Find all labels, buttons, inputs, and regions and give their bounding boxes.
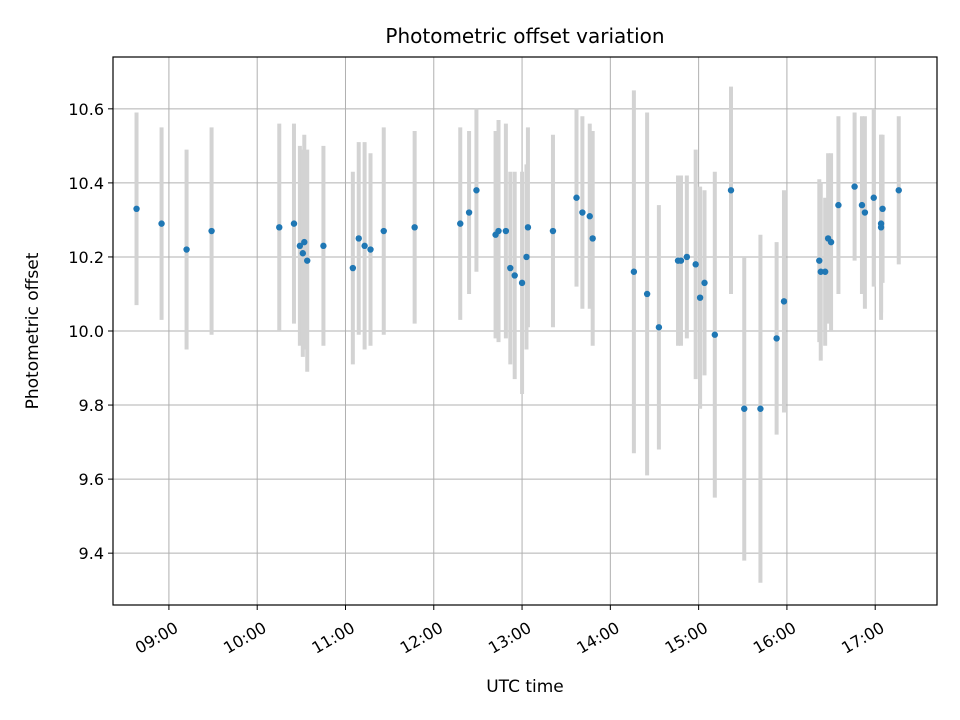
data-point: [579, 209, 586, 216]
y-tick-label: 10.6: [68, 100, 104, 119]
data-point: [773, 335, 780, 342]
data-point: [296, 242, 304, 250]
x-tick-label: 11:00: [308, 618, 357, 658]
data-point: [320, 242, 327, 250]
data-point: [361, 242, 368, 250]
data-point: [276, 224, 283, 231]
y-tick-label: 10.2: [68, 248, 104, 267]
data-point: [727, 187, 735, 194]
data-point: [858, 201, 866, 209]
data-point: [870, 194, 877, 201]
data-point: [473, 187, 480, 194]
data-point: [507, 264, 514, 272]
y-tick-label: 9.6: [79, 470, 104, 489]
data-point: [835, 201, 842, 209]
data-point: [457, 220, 464, 227]
data-point: [290, 220, 298, 227]
data-point: [523, 253, 530, 261]
x-axis-title: UTC time: [486, 677, 564, 697]
data-points: [133, 183, 902, 412]
data-point: [643, 290, 651, 298]
data-point: [692, 261, 699, 268]
x-tick-label: 16:00: [750, 618, 799, 658]
x-tick-label: 09:00: [132, 618, 181, 658]
data-point: [465, 209, 473, 216]
data-point: [573, 194, 580, 201]
data-point: [696, 294, 704, 301]
y-axis-ticks: 9.4 9.6 9.8 10.0 10.2 10.4 10.6: [68, 100, 113, 563]
data-point: [655, 324, 663, 331]
data-point: [851, 183, 858, 190]
data-point: [780, 298, 788, 305]
y-axis-title: Photometric offset: [23, 252, 43, 409]
data-point: [183, 246, 190, 253]
chart-title: Photometric offset variation: [385, 24, 664, 48]
data-point: [502, 227, 510, 235]
data-point: [817, 268, 824, 275]
data-point: [711, 331, 719, 338]
y-tick-label: 10.0: [68, 322, 104, 341]
data-point: [411, 224, 418, 231]
data-point: [816, 257, 823, 264]
data-point: [299, 250, 307, 257]
data-point: [524, 224, 532, 231]
x-tick-label: 15:00: [662, 618, 711, 658]
data-point: [879, 205, 886, 213]
data-point: [133, 205, 140, 213]
data-point: [208, 227, 215, 235]
data-point: [158, 220, 165, 227]
data-point: [895, 187, 902, 194]
data-point: [757, 405, 764, 412]
data-point: [586, 213, 593, 220]
data-point: [495, 227, 502, 235]
data-point: [683, 253, 691, 261]
data-point: [511, 272, 518, 279]
data-point: [677, 257, 685, 264]
x-tick-label: 10:00: [220, 618, 269, 658]
x-axis-ticks: 09:00 10:00 11:00 12:00 13:00 14:00 15:00 16:00…: [132, 605, 888, 658]
data-point: [367, 246, 374, 253]
x-tick-label: 13:00: [485, 618, 534, 658]
data-point: [630, 268, 638, 275]
data-point: [821, 268, 829, 275]
y-tick-label: 9.8: [79, 396, 104, 415]
data-point: [701, 279, 708, 287]
data-point: [355, 235, 362, 242]
error-bars: [134, 86, 901, 583]
data-point: [741, 405, 748, 412]
data-point: [518, 279, 526, 287]
x-tick-label: 12:00: [397, 618, 446, 658]
data-point: [877, 224, 885, 231]
x-tick-label: 14:00: [573, 618, 622, 658]
y-tick-label: 9.4: [79, 544, 104, 563]
y-tick-label: 10.4: [68, 174, 104, 193]
data-point: [304, 257, 311, 264]
data-point: [349, 264, 357, 272]
data-point: [861, 209, 869, 216]
data-point: [827, 238, 835, 246]
data-point: [589, 235, 596, 242]
data-point: [549, 227, 557, 235]
data-point: [380, 227, 387, 235]
data-point: [301, 238, 308, 246]
x-tick-label: 17:00: [838, 618, 887, 658]
